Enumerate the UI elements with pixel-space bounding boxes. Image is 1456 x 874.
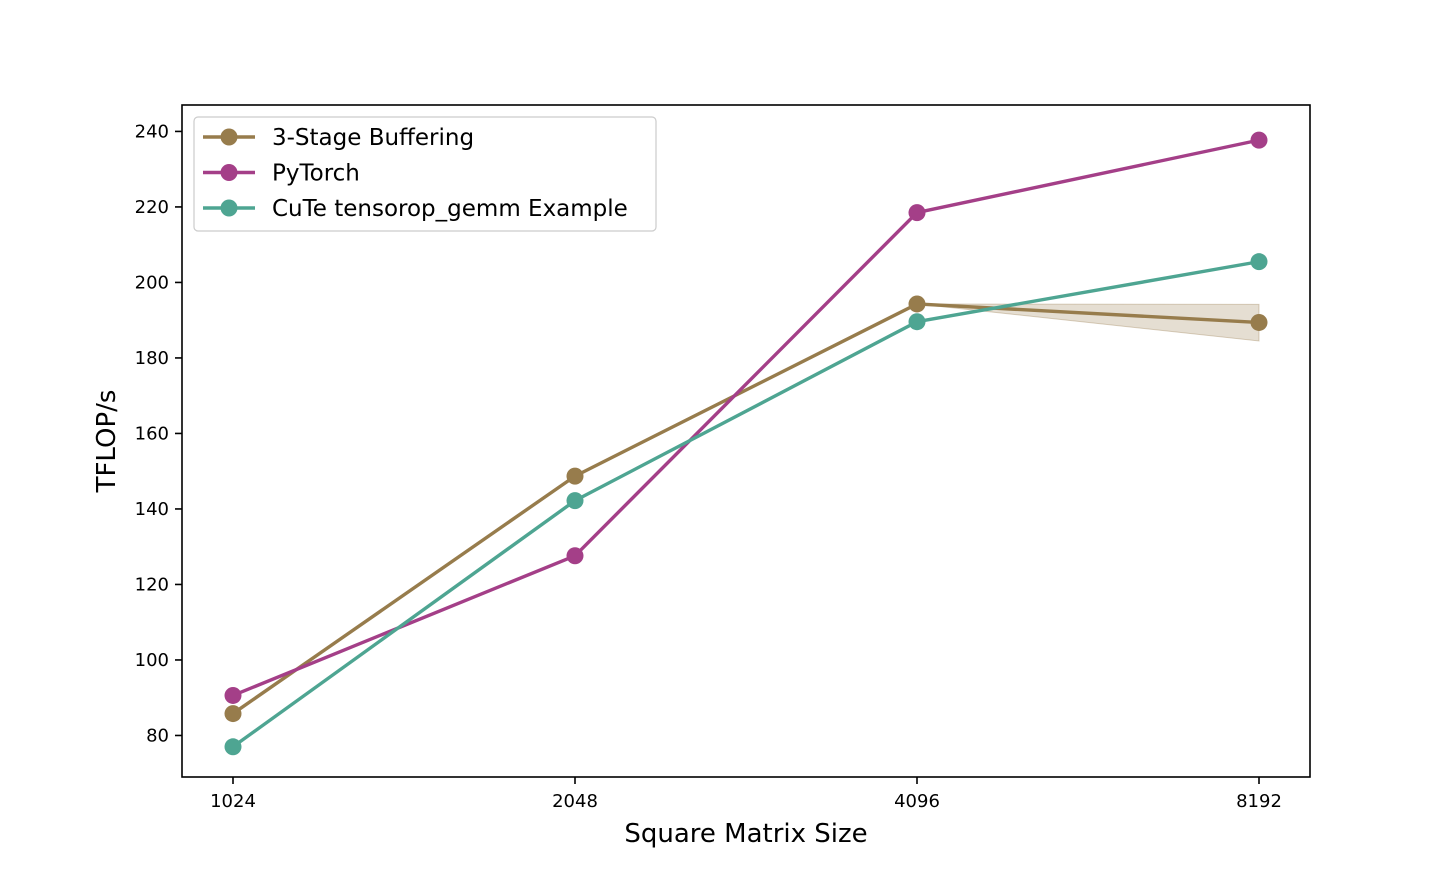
x-tick-label: 4096 [894, 791, 940, 812]
confidence-band [232, 303, 1260, 714]
legend-label: 3-Stage Buffering [272, 125, 474, 151]
x-axis: 1024 2048 4096 8192 [210, 777, 1282, 812]
y-tick-label: 180 [135, 348, 169, 369]
x-tick-label: 8192 [1236, 791, 1282, 812]
legend-marker [220, 128, 238, 146]
x-axis-title: Square Matrix Size [624, 819, 867, 849]
y-tick-label: 140 [135, 499, 169, 520]
confidence-bands [232, 303, 1260, 714]
x-tick-label: 2048 [552, 791, 598, 812]
data-point [224, 686, 242, 704]
y-tick-label: 220 [135, 197, 169, 218]
plot-frame [181, 104, 1311, 778]
legend-marker [220, 164, 238, 181]
y-tick-label: 80 [146, 725, 169, 746]
data-point [566, 492, 584, 510]
y-tick-label: 120 [135, 574, 169, 595]
series-line [230, 302, 1261, 716]
data-point [566, 547, 584, 565]
legend-box [193, 116, 657, 232]
data-point [1250, 131, 1268, 149]
legend-marker [220, 199, 238, 217]
legend-label: CuTe tensorop_gemm Example [272, 196, 628, 222]
data-point [1250, 253, 1268, 271]
data-point [224, 705, 242, 723]
x-tick-label: 1024 [210, 791, 256, 812]
y-tick-label: 200 [135, 272, 169, 293]
series-markers [224, 131, 1268, 756]
y-axis: 80 100 120 140 160 180 200 220 240 [135, 121, 182, 746]
data-point [908, 204, 926, 222]
data-point [224, 738, 242, 756]
legend: 3-Stage Buffering PyTorch CuTe tensorop_ge… [193, 116, 657, 232]
data-point [908, 295, 926, 313]
y-tick-label: 160 [135, 423, 169, 444]
data-point [566, 467, 584, 485]
series-lines [230, 138, 1262, 750]
legend-label: PyTorch [272, 161, 360, 187]
series-line [230, 259, 1261, 750]
y-tick-label: 100 [135, 650, 169, 671]
data-point [1250, 313, 1268, 331]
y-axis-title: TFLOP/s [92, 390, 122, 494]
y-tick-label: 240 [135, 121, 169, 142]
data-point [908, 313, 926, 331]
